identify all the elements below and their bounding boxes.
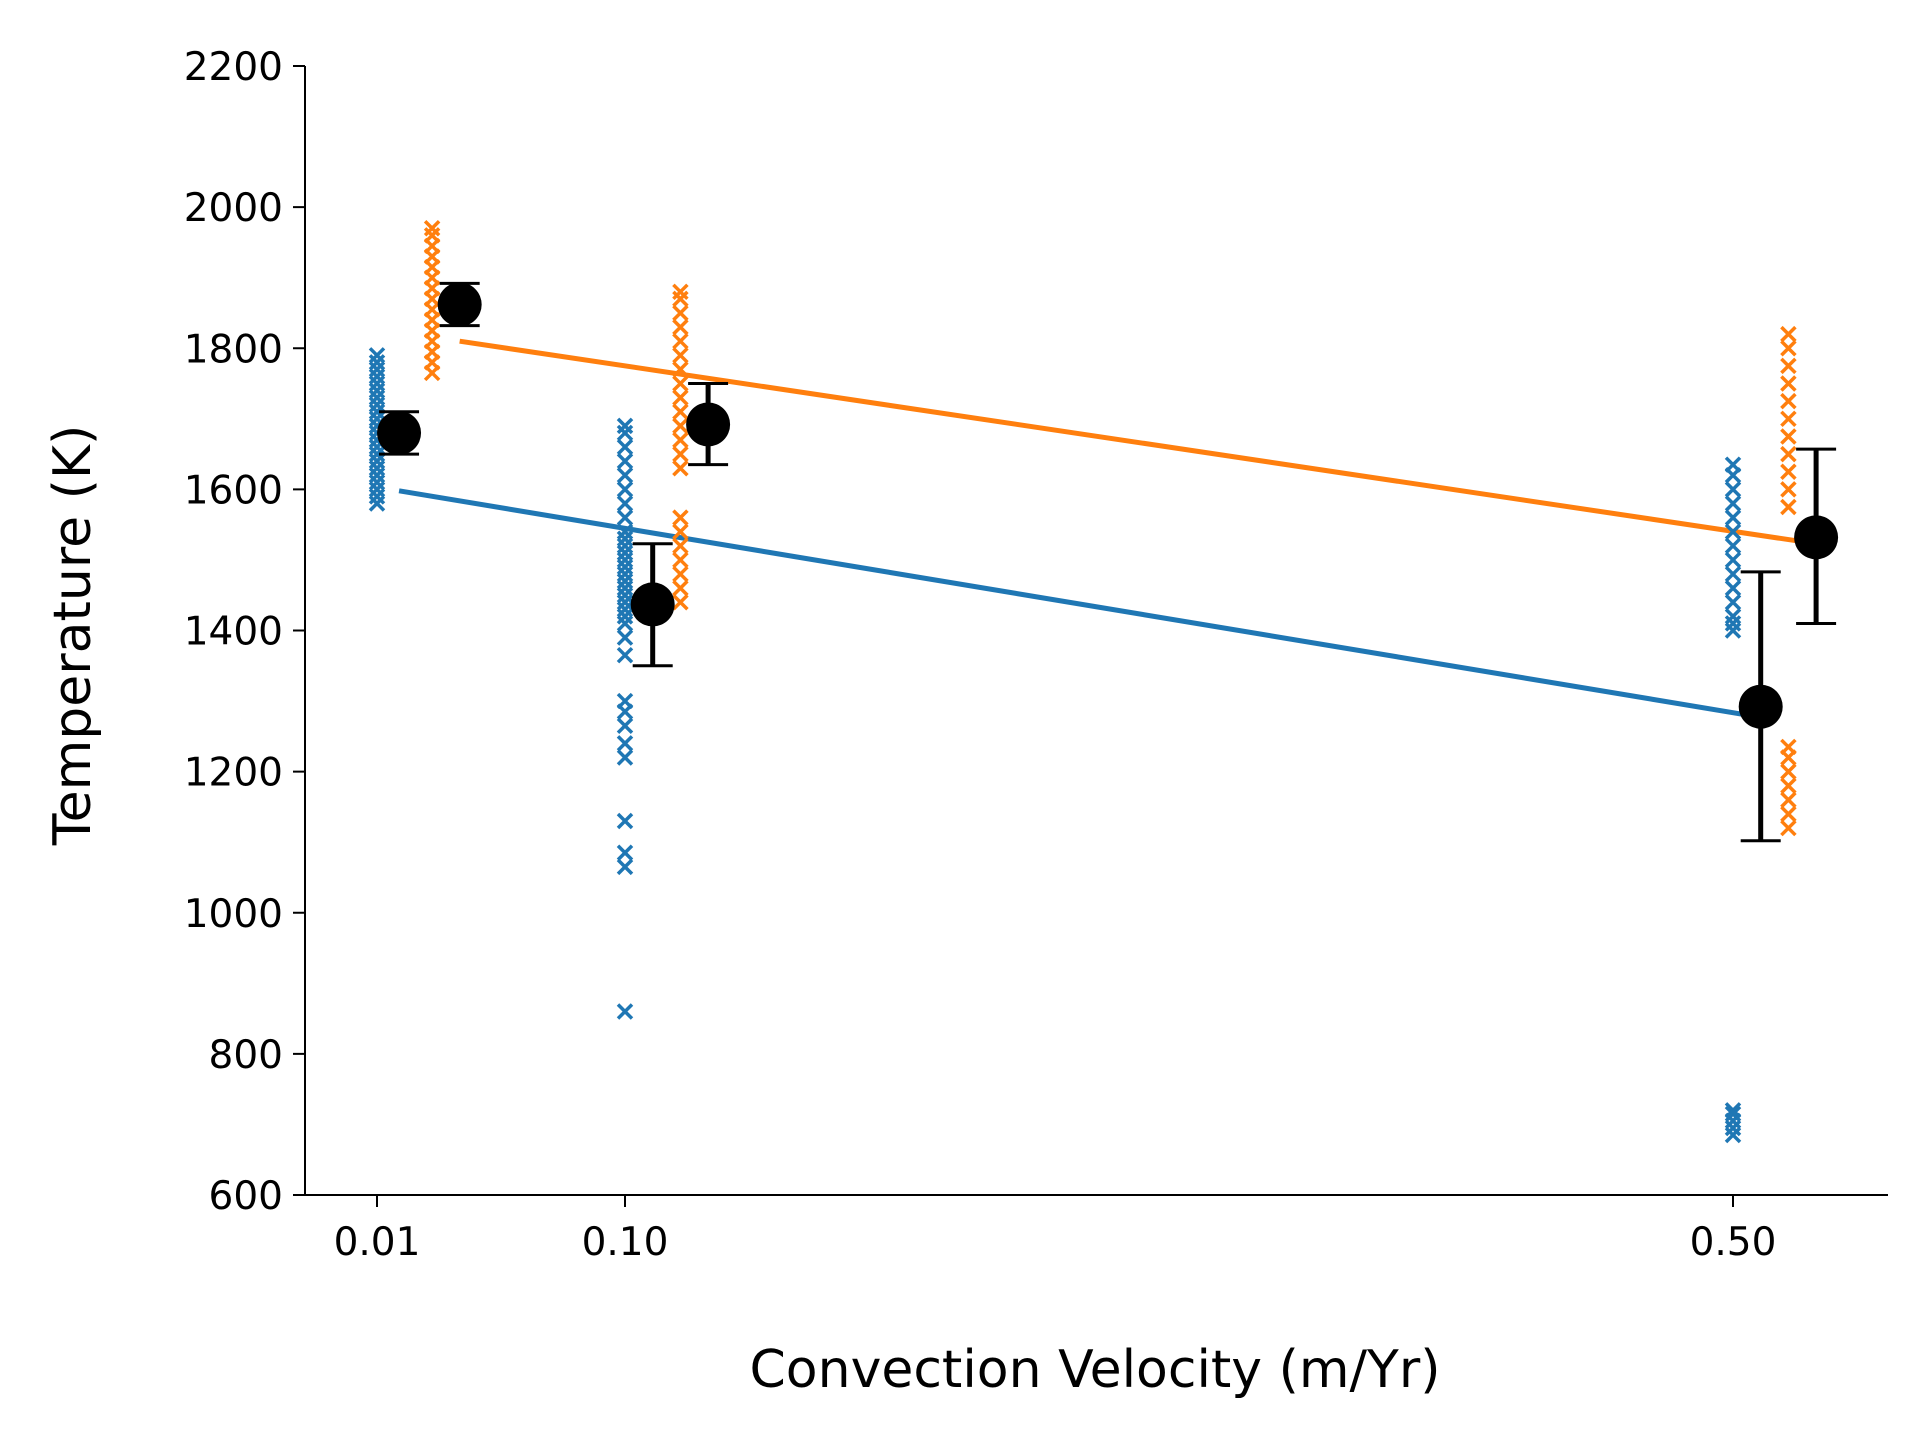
data-point: [672, 551, 689, 569]
mean-point: [630, 582, 675, 627]
data-point: [616, 452, 634, 470]
error-bars: [377, 281, 1839, 843]
data-point: [672, 565, 689, 583]
data-point: [1724, 579, 1742, 597]
data-point: [672, 445, 689, 463]
data-point: [1780, 392, 1797, 410]
data-point: [672, 375, 689, 392]
y-tick-label: 1800: [184, 327, 283, 372]
data-point: [1780, 463, 1797, 480]
y-tick-label: 1400: [184, 610, 283, 655]
x-tick-label: 0.50: [1690, 1220, 1777, 1265]
data-point: [1780, 325, 1797, 343]
data-point: [616, 812, 634, 830]
data-point: [1724, 1105, 1742, 1123]
data-point: [1724, 509, 1742, 526]
data-point: [1724, 594, 1742, 611]
data-point: [672, 361, 689, 378]
y-tick-label: 1200: [184, 751, 283, 796]
data-point: [1780, 481, 1797, 498]
fit-line: [459, 338, 1817, 547]
data-point: [1780, 445, 1797, 463]
data-point: [1724, 481, 1742, 498]
data-point: [672, 283, 689, 301]
data-point: [616, 438, 634, 456]
data-point: [672, 594, 689, 611]
data-point: [616, 417, 634, 435]
x-tick-label: 0.10: [582, 1220, 669, 1265]
data-point: [616, 495, 634, 512]
mean-point: [1738, 684, 1783, 729]
x-axis-label: Convection Velocity (m/Yr): [750, 1340, 1441, 1400]
data-point: [1780, 777, 1797, 794]
y-tick-label: 800: [209, 1033, 283, 1078]
x-tick-label: 0.01: [334, 1220, 421, 1265]
data-point: [672, 304, 689, 322]
y-tick-label: 2000: [184, 186, 283, 231]
data-point: [672, 347, 689, 364]
data-point: [1780, 498, 1797, 516]
axes: 600 800 1000 1200 1400 1600 1800 2000 2200 0.01 0.…: [184, 45, 1888, 1265]
data-point: [672, 389, 689, 406]
y-tick-label: 600: [209, 1174, 283, 1219]
data-point: [1780, 410, 1797, 428]
scatter-points: [368, 220, 1797, 1144]
data-point: [672, 332, 689, 350]
data-point: [616, 735, 634, 752]
data-point: [1780, 340, 1797, 357]
mean-point: [1794, 515, 1839, 560]
data-point: [1780, 805, 1797, 823]
data-point: [672, 459, 689, 477]
mean-point: [377, 410, 422, 455]
data-point: [616, 692, 634, 710]
data-point: [1724, 551, 1742, 569]
fit-line: [398, 488, 1762, 720]
y-axis-label: Temperature (K): [43, 425, 103, 847]
data-point: [1780, 763, 1797, 780]
data-point: [1724, 565, 1742, 583]
data-point: [616, 509, 634, 526]
data-point: [1780, 375, 1797, 392]
data-point: [672, 318, 689, 336]
mean-point: [437, 282, 482, 327]
data-point: [1724, 1102, 1742, 1119]
y-tick-label: 1600: [184, 468, 283, 513]
data-point: [672, 523, 689, 540]
y-tick-label: 1000: [184, 892, 283, 937]
data-point: [1780, 357, 1797, 375]
data-point: [616, 717, 634, 734]
data-point: [616, 481, 634, 498]
data-point: [368, 347, 386, 364]
data-point: [616, 646, 634, 664]
data-point: [1724, 608, 1742, 625]
fit-lines: [398, 338, 1817, 720]
mean-point: [686, 402, 731, 447]
data-point: [1724, 495, 1742, 512]
data-point: [616, 749, 634, 766]
data-point: [672, 403, 689, 420]
data-point: [423, 220, 441, 237]
data-point: [1724, 537, 1742, 555]
data-point: [616, 1003, 634, 1020]
data-point: [616, 858, 634, 876]
data-point: [1780, 819, 1797, 837]
data-point: [672, 509, 689, 526]
data-point: [616, 629, 634, 646]
data-point: [1780, 791, 1797, 809]
data-point: [672, 579, 689, 597]
data-point: [616, 467, 634, 484]
data-point: [616, 844, 634, 862]
y-tick-label: 2200: [184, 45, 283, 90]
data-point: [672, 431, 689, 449]
data-point: [1724, 523, 1742, 540]
data-point: [672, 537, 689, 555]
data-point: [1780, 738, 1797, 756]
data-point: [1724, 456, 1742, 473]
data-point: [616, 523, 634, 540]
data-point: [672, 417, 689, 435]
data-point: [1780, 428, 1797, 445]
